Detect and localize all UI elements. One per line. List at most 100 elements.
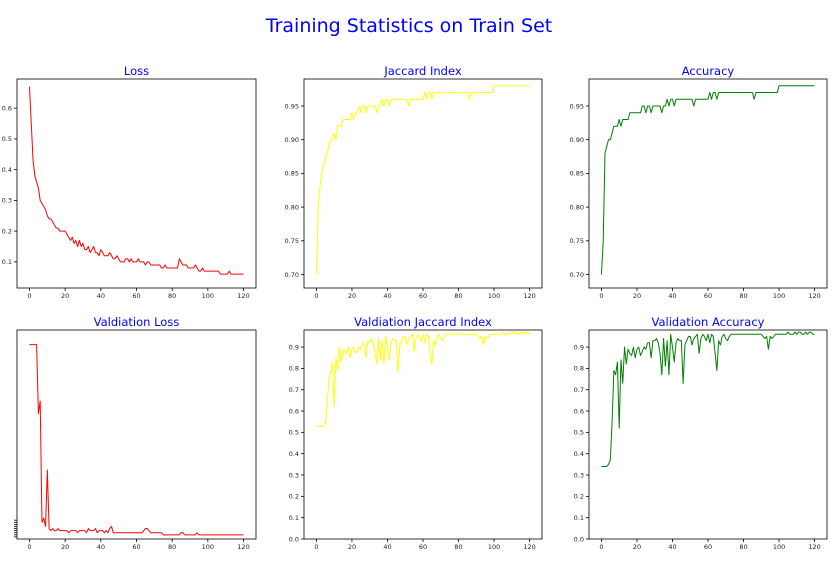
axes-frame bbox=[303, 78, 543, 289]
y-tick-label: 0.70 bbox=[570, 271, 584, 279]
x-tick-label: 40 bbox=[383, 543, 391, 551]
x-tick-label: 20 bbox=[61, 292, 69, 300]
y-tick-label: 0.90 bbox=[570, 136, 584, 144]
y-tick-label: 0.4 bbox=[289, 450, 299, 458]
y-tick-label: 0.85 bbox=[285, 170, 299, 178]
subplot-title: Valdiation Loss bbox=[94, 315, 180, 329]
y-tick-label: 0.9 bbox=[289, 343, 299, 351]
x-tick-label: 40 bbox=[668, 292, 676, 300]
x-tick-label: 80 bbox=[168, 543, 176, 551]
x-tick-label: 80 bbox=[454, 543, 462, 551]
x-tick-label: 20 bbox=[61, 543, 69, 551]
y-tick-label: 0.70 bbox=[285, 271, 299, 279]
x-tick-label: 60 bbox=[419, 292, 427, 300]
y-tick-label: 0.8 bbox=[289, 365, 299, 373]
subplot-title: Loss bbox=[124, 64, 149, 78]
x-tick-label: 120 bbox=[237, 543, 249, 551]
x-tick-label: 60 bbox=[419, 543, 427, 551]
y-tick-label: 0.7 bbox=[574, 386, 584, 394]
x-tick-label: 0 bbox=[27, 543, 31, 551]
axes-frame bbox=[588, 329, 828, 540]
subplot-3: Accuracy 0 20 40 60 80 100 120 0.70 0.75 0.80 0.85 0… bbox=[570, 64, 828, 300]
axes-frame bbox=[16, 78, 257, 289]
x-tick-label: 40 bbox=[383, 292, 391, 300]
x-tick-label: 120 bbox=[523, 292, 535, 300]
series-line bbox=[601, 331, 815, 467]
y-tick-label: 0.5 bbox=[2, 135, 12, 143]
x-tick-label: 100 bbox=[488, 543, 500, 551]
x-tick-label: 100 bbox=[488, 292, 500, 300]
x-tick-label: 60 bbox=[132, 292, 140, 300]
y-tick-label: 0.3 bbox=[2, 197, 12, 205]
x-tick-label: 0 bbox=[599, 292, 603, 300]
axes-frame bbox=[588, 78, 828, 289]
y-tick-label: 0.80 bbox=[570, 203, 584, 211]
series-line bbox=[28, 86, 244, 275]
y-tick-label: 0.5 bbox=[289, 429, 299, 437]
x-tick-label: 100 bbox=[773, 543, 785, 551]
x-tick-label: 80 bbox=[739, 543, 747, 551]
y-tick-label: 0.2 bbox=[574, 493, 584, 501]
y-tick-label: 0.8 bbox=[574, 365, 584, 373]
y-tick-label: 0.3 bbox=[574, 471, 584, 479]
y-tick-label: 0.6 bbox=[2, 104, 12, 112]
y-tick-label: 0.90 bbox=[285, 136, 299, 144]
x-tick-label: 120 bbox=[808, 292, 820, 300]
x-tick-label: 40 bbox=[668, 543, 676, 551]
y-tick-label: 0.7 bbox=[289, 386, 299, 394]
y-tick-label: 0.6 bbox=[289, 407, 299, 415]
y-tick-label: 0.6 bbox=[574, 407, 584, 415]
subplot-title: Valdiation Jaccard Index bbox=[354, 315, 492, 329]
subplot-title: Validation Accuracy bbox=[652, 315, 765, 329]
x-tick-label: 60 bbox=[132, 543, 140, 551]
y-tick-label: 0.75 bbox=[285, 237, 299, 245]
x-tick-label: 20 bbox=[348, 292, 356, 300]
series-line bbox=[29, 344, 244, 536]
y-tick-label: 0.80 bbox=[285, 203, 299, 211]
subplot-4: Valdiation Loss 0 20 40 60 80 100 120 bbox=[14, 315, 257, 551]
y-tick-label: 0.9 bbox=[574, 343, 584, 351]
x-tick-label: 20 bbox=[633, 292, 641, 300]
x-tick-label: 120 bbox=[523, 543, 535, 551]
series-line bbox=[600, 85, 815, 275]
y-tick-label: 0.95 bbox=[285, 102, 299, 110]
series-line bbox=[315, 85, 530, 275]
series-line bbox=[316, 331, 530, 427]
subplot-5: Valdiation Jaccard Index 0 20 40 60 80 100 120 0… bbox=[289, 315, 543, 551]
y-tick-label: 0.1 bbox=[2, 258, 12, 266]
x-tick-label: 0 bbox=[27, 292, 31, 300]
x-tick-label: 100 bbox=[202, 543, 214, 551]
subplot-1: Loss 0 20 40 60 80 100 120 0.1 0.2 0.3 0.4 0.5 0.6 bbox=[2, 64, 257, 300]
y-tick-label: 0.4 bbox=[574, 450, 584, 458]
x-tick-label: 120 bbox=[237, 292, 249, 300]
subplot-grid: Loss 0 20 40 60 80 100 120 0.1 0.2 0.3 0.4 0.5 0.6 Jac… bbox=[2, 64, 828, 551]
y-tick-label: 0.75 bbox=[570, 237, 584, 245]
axes-frame bbox=[303, 329, 543, 540]
figure-title: Training Statistics on Train Set bbox=[265, 15, 552, 37]
y-tick-label: 0.1 bbox=[574, 514, 584, 522]
x-tick-label: 0 bbox=[599, 543, 603, 551]
x-tick-label: 100 bbox=[773, 292, 785, 300]
x-tick-label: 120 bbox=[808, 543, 820, 551]
x-tick-label: 60 bbox=[704, 543, 712, 551]
y-tick-label: 0.5 bbox=[574, 429, 584, 437]
subplot-2: Jaccard Index 0 20 40 60 80 100 120 0.70 0.75 0.80… bbox=[285, 64, 543, 300]
x-tick-label: 0 bbox=[314, 543, 318, 551]
x-tick-label: 20 bbox=[633, 543, 641, 551]
x-tick-label: 40 bbox=[97, 543, 105, 551]
subplot-6: Validation Accuracy 0 20 40 60 80 100 120 0.0 0.1… bbox=[574, 315, 828, 551]
x-tick-label: 40 bbox=[97, 292, 105, 300]
subplot-title: Accuracy bbox=[682, 64, 735, 78]
y-tick-label: 0.4 bbox=[2, 166, 12, 174]
x-tick-label: 80 bbox=[168, 292, 176, 300]
y-tick-label: 0.1 bbox=[289, 514, 299, 522]
y-tick-label: 0.3 bbox=[289, 471, 299, 479]
x-tick-label: 0 bbox=[314, 292, 318, 300]
x-tick-label: 100 bbox=[202, 292, 214, 300]
subplot-title: Jaccard Index bbox=[383, 64, 461, 78]
y-tick-label: 0.0 bbox=[574, 535, 584, 543]
x-tick-label: 20 bbox=[348, 543, 356, 551]
y-tick-label: 0.95 bbox=[570, 102, 584, 110]
y-tick-label: 0.2 bbox=[2, 227, 12, 235]
